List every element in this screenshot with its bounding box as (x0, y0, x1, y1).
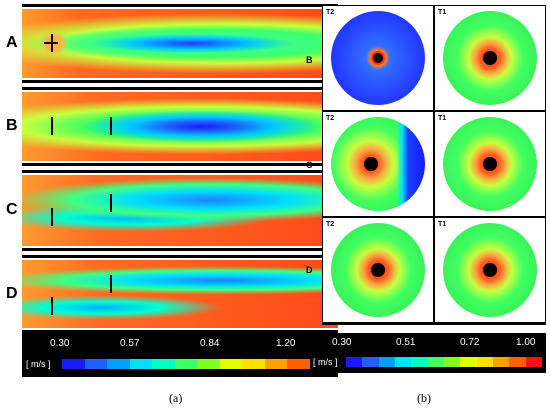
row-label-b: B (6, 117, 18, 134)
colorbar-swatch (107, 359, 130, 369)
colorbar-b-tick: 0.51 (396, 337, 416, 348)
row-label-d: D (6, 285, 18, 302)
flow-field-b (22, 87, 338, 166)
turbine-tag: T1 (438, 221, 447, 228)
colorbar-a-tick: 0.57 (120, 338, 140, 349)
colorbar-b-tick: 1.00 (516, 337, 536, 348)
colorbar-swatch (362, 357, 379, 367)
row-label-b-d: D (306, 265, 313, 275)
colorbar-b: 0.30 0.51 0.72 1.00 [ m/s ] (310, 333, 546, 373)
colorbar-swatch (443, 357, 461, 367)
turbine-tag: T2 (326, 9, 335, 16)
cross-section-grid: T2 T1 T2 T1 T2 T1 (322, 5, 546, 325)
colorbar-swatch (346, 357, 363, 367)
colorbar-a-tick: 0.30 (50, 338, 70, 349)
colorbar-swatch (84, 359, 107, 369)
cross-section-c-t2: T2 (323, 112, 433, 216)
row-label-b-b: B (306, 55, 313, 65)
cross-section-d-t1: T1 (435, 218, 545, 322)
turbine-tag: T1 (438, 9, 447, 16)
colorbar-swatch (174, 359, 197, 369)
colorbar-swatch (287, 359, 310, 369)
colorbar-b-tick: 0.30 (332, 337, 352, 348)
colorbar-swatch (129, 359, 152, 369)
colorbar-b-swatches (346, 357, 542, 367)
colorbar-a-tick: 0.84 (200, 338, 220, 349)
flow-field-a (22, 4, 338, 83)
colorbar-a: 0.30 0.57 0.84 1.20 [ m/s ] (22, 333, 338, 377)
colorbar-swatch (411, 357, 428, 367)
colorbar-swatch (460, 357, 477, 367)
turbine-tag: T1 (438, 115, 447, 122)
caption-a: (a) (169, 391, 183, 405)
cross-section-b-t2: T2 (323, 6, 433, 110)
colorbar-a-tick: 1.20 (276, 338, 296, 349)
colorbar-swatch (219, 359, 242, 369)
flow-field-d (22, 255, 338, 333)
colorbar-swatch (525, 357, 542, 367)
colorbar-swatch (492, 357, 510, 367)
colorbar-swatch (476, 357, 493, 367)
row-label-c: C (6, 201, 18, 218)
cross-section-c-t1: T1 (435, 112, 545, 216)
row-label-a: A (6, 34, 18, 51)
row-label-b-c: C (306, 160, 313, 170)
colorbar-swatch (242, 359, 265, 369)
caption-b: (b) (417, 391, 431, 405)
colorbar-b-unit: [ m/s ] (313, 357, 338, 367)
colorbar-a-unit: [ m/s ] (26, 359, 51, 369)
colorbar-b-tick: 0.72 (460, 337, 480, 348)
colorbar-swatch (378, 357, 395, 367)
flow-field-c (22, 170, 338, 251)
colorbar-swatch (152, 359, 175, 369)
colorbar-swatch (509, 357, 526, 367)
colorbar-swatch (394, 357, 412, 367)
colorbar-swatch (197, 359, 220, 369)
colorbar-swatch (264, 359, 287, 369)
colorbar-a-swatches (62, 359, 332, 369)
colorbar-swatch (62, 359, 85, 369)
turbine-tag: T2 (326, 115, 335, 122)
turbine-tag: T2 (326, 221, 335, 228)
colorbar-swatch (427, 357, 444, 367)
cross-section-b-t1: T1 (435, 6, 545, 110)
cross-section-d-t2: T2 (323, 218, 433, 322)
